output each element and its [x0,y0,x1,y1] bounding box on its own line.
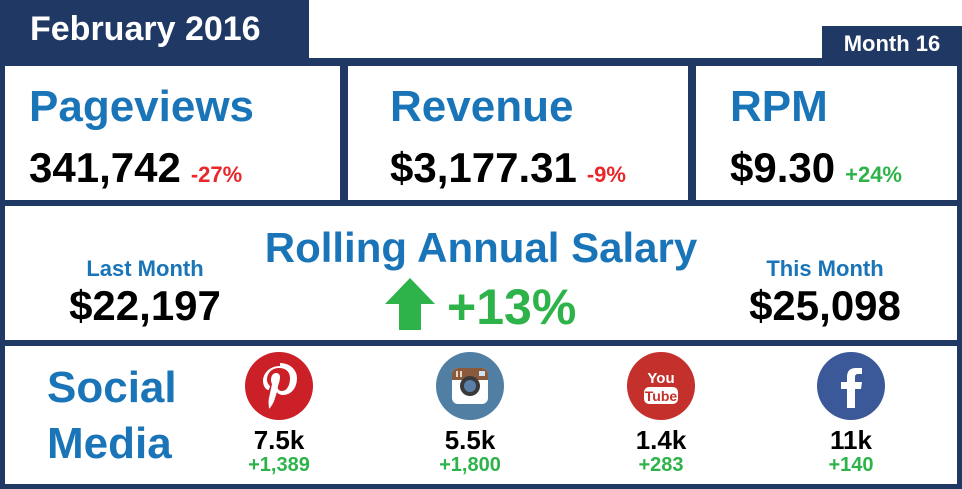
this-month-label: This Month [766,256,884,281]
revenue-value: $3,177.31 -9% [390,144,626,192]
social-title: Social Media [47,360,177,472]
social-title-line1: Social [47,363,177,412]
pageviews-panel: Pageviews 341,742 -27% [5,66,340,200]
pinterest-count: 7.5k [253,425,305,455]
social-item-youtube: You Tube 1.4k +283 [601,352,721,476]
revenue-number: $3,177.31 [390,144,577,191]
report-grid: Pageviews 341,742 -27% Revenue $3,177.31-… [0,58,962,489]
revenue-panel: Revenue $3,177.31 -9% [348,66,688,200]
pageviews-number: 341,742 [29,144,181,191]
salary-title: Rolling Annual Salary [264,224,698,271]
youtube-count: 1.4k [635,425,687,455]
instagram-delta: +1,800 [439,454,501,476]
rpm-label: RPM [730,82,828,131]
rpm-change: +24% [845,162,902,187]
facebook-icon [817,352,885,420]
this-month-value: $25,098 [749,282,901,329]
facebook-count: 11k [830,425,872,455]
salary-panel: Rolling Annual Salary Last Month $22,197… [5,206,957,340]
up-arrow-icon [385,278,435,330]
instagram-count: 5.5k [444,425,496,455]
pageviews-change: -27% [190,162,243,187]
report-title: February 2016 [0,0,309,58]
salary-change: +13% [447,279,577,335]
youtube-delta: +283 [638,454,684,476]
social-item-instagram: 5.5k +1,800 [410,352,530,476]
social-item-pinterest: 7.5k +1,389 [219,352,339,476]
pinterest-delta: +1,389 [248,454,310,476]
social-item-facebook: 11k +140 [791,352,911,476]
youtube-icon: You Tube [627,352,695,420]
svg-text:Tube: Tube [645,388,678,404]
social-title-line2: Media [47,419,172,468]
rpm-panel: RPM $9.30 +24% [696,66,957,200]
last-month-label: Last Month [86,256,204,281]
pinterest-icon [245,352,313,420]
pageviews-label: Pageviews [29,82,255,131]
svg-text:You: You [647,370,674,387]
pageviews-value: 341,742 -27% [29,144,242,192]
instagram-icon [436,352,504,420]
revenue-label: Revenue [390,82,574,131]
rpm-number: $9.30 [730,144,836,191]
month-badge: Month 16 [822,26,962,62]
revenue-change: -9% [586,162,626,187]
rpm-value: $9.30 +24% [730,144,902,192]
last-month-value: $22,197 [69,282,221,329]
social-panel: Social Media 7.5k +1,389 [5,346,957,484]
facebook-delta: +140 [828,454,874,476]
